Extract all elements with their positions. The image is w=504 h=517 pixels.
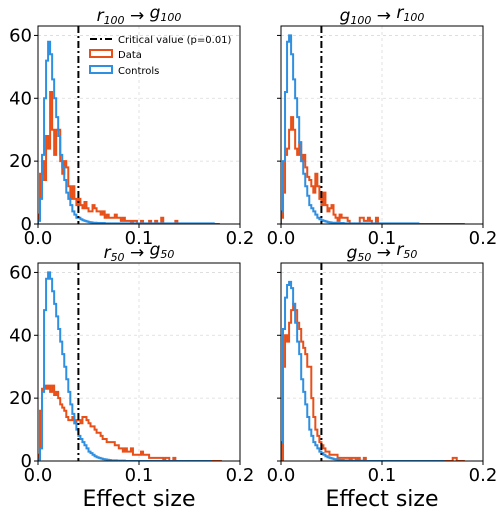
legend-controls-swatch	[89, 65, 113, 74]
x-tick-label: 0.0	[267, 465, 296, 486]
title-part: g	[347, 243, 358, 263]
legend-critical-label: Critical value (p=0.01)	[118, 35, 232, 46]
controls-histogram	[38, 271, 212, 461]
title-part: r	[396, 3, 404, 23]
title-part: r	[97, 6, 105, 26]
x-tick-label: 0.1	[125, 228, 154, 249]
title-subscript: 100	[104, 14, 125, 27]
title-subscript: 50	[111, 251, 125, 264]
x-tick-label: 0.1	[368, 465, 397, 486]
x-axis-label: Effect size	[83, 487, 196, 512]
legend: Critical value (p=0.01) Data Controls	[89, 35, 232, 77]
panel-title: g100 → r100	[340, 3, 425, 27]
y-tick-label: 60	[9, 25, 32, 46]
title-part: →	[125, 243, 150, 263]
title-part: →	[371, 243, 396, 263]
title-subscript: 100	[160, 11, 181, 24]
title-subscript: 50	[403, 248, 417, 261]
data-histogram	[38, 384, 222, 461]
y-tick-label: 20	[9, 388, 32, 409]
x-tick-label: 0.2	[469, 465, 498, 486]
title-subscript: 100	[350, 14, 371, 27]
title-part: r	[104, 243, 112, 263]
x-tick-label: 0.0	[24, 228, 53, 249]
y-tick-label: 40	[9, 325, 32, 346]
plot-area	[38, 271, 222, 461]
title-part: g	[150, 240, 161, 260]
controls-histogram	[281, 34, 420, 224]
legend-data-label: Data	[118, 50, 142, 61]
data-histogram	[281, 116, 465, 224]
y-tick-label: 20	[9, 151, 32, 172]
x-axis-label: Effect size	[326, 487, 439, 512]
x-tick-label: 0.2	[469, 228, 498, 249]
x-tick-label: 0.1	[368, 228, 397, 249]
data-histogram	[38, 91, 220, 224]
title-part: →	[371, 6, 396, 26]
data-histogram	[281, 302, 465, 461]
legend-controls-label: Controls	[118, 66, 159, 77]
plot-area	[281, 280, 465, 461]
title-subscript: 100	[403, 11, 424, 24]
panel-title: g50 → r50	[347, 240, 418, 264]
x-tick-label: 0.1	[125, 465, 154, 486]
title-part: g	[150, 3, 161, 23]
panel-title: r100 → g100	[97, 3, 182, 27]
x-tick-label: 0.0	[267, 228, 296, 249]
plot-area	[281, 34, 465, 224]
title-part: r	[396, 240, 404, 260]
y-tick-label: 60	[9, 262, 32, 283]
y-tick-label: 0	[21, 214, 32, 235]
x-tick-label: 0.0	[24, 465, 53, 486]
title-subscript: 50	[357, 251, 371, 264]
panel-title: r50 → g50	[104, 240, 175, 264]
controls-histogram	[281, 280, 445, 461]
x-tick-label: 0.2	[226, 465, 255, 486]
title-part: →	[125, 6, 150, 26]
y-tick-label: 0	[21, 451, 32, 472]
y-tick-label: 40	[9, 88, 32, 109]
x-tick-label: 0.2	[226, 228, 255, 249]
title-subscript: 50	[160, 248, 174, 261]
controls-histogram	[38, 40, 215, 224]
legend-data-swatch	[89, 49, 113, 58]
title-part: g	[340, 6, 351, 26]
plot-area	[38, 40, 220, 224]
